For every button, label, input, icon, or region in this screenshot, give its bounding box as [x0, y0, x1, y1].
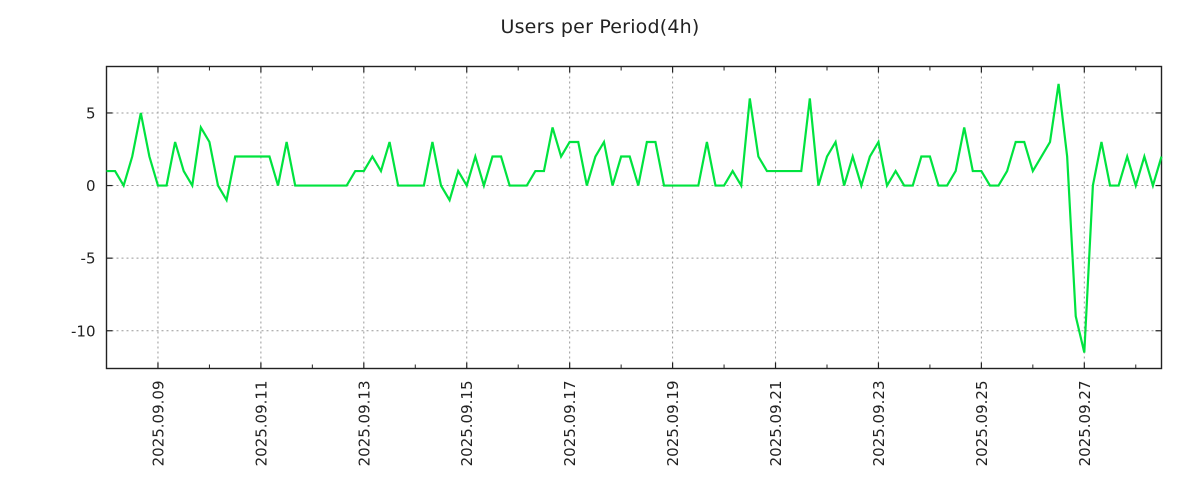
y-axis-tick-label: -10: [71, 322, 96, 340]
y-axis-ticks: [106, 112, 1162, 332]
x-axis-tick-label: 2025.09.19: [664, 381, 682, 467]
plot-border: [105, 65, 1163, 370]
y-axis-tick-labels: 5 0 -5 -10: [71, 104, 96, 340]
x-axis-tick-labels: 2025.09.09 2025.09.11 2025.09.13 2025.09.15…: [149, 381, 1093, 467]
y-axis-tick-label: -5: [81, 250, 96, 268]
x-axis-tick-label: 2025.09.11: [252, 381, 270, 467]
y-axis-tick-label: 0: [86, 177, 96, 195]
x-gridlines: [157, 66, 1085, 369]
x-axis-tick-label: 2025.09.21: [767, 381, 785, 467]
series-line: [106, 83, 1163, 353]
x-axis-tick-label: 2025.09.27: [1076, 381, 1094, 467]
data-series-users-per-period: [106, 83, 1163, 353]
x-axis-tick-label: 2025.09.17: [561, 381, 579, 467]
x-axis-tick-label: 2025.09.09: [149, 381, 167, 467]
y-gridlines: [106, 112, 1162, 332]
x-axis-tick-label: 2025.09.13: [355, 381, 373, 467]
x-axis-ticks: [106, 66, 1137, 369]
x-axis-tick-label: 2025.09.15: [458, 381, 476, 467]
x-axis-tick-label: 2025.09.23: [870, 381, 888, 467]
x-axis-tick-label: 2025.09.25: [973, 381, 991, 467]
axis-frame: [105, 65, 1163, 370]
y-axis-tick-label: 5: [86, 104, 96, 122]
chart-title: Users per Period(4h): [500, 16, 700, 38]
